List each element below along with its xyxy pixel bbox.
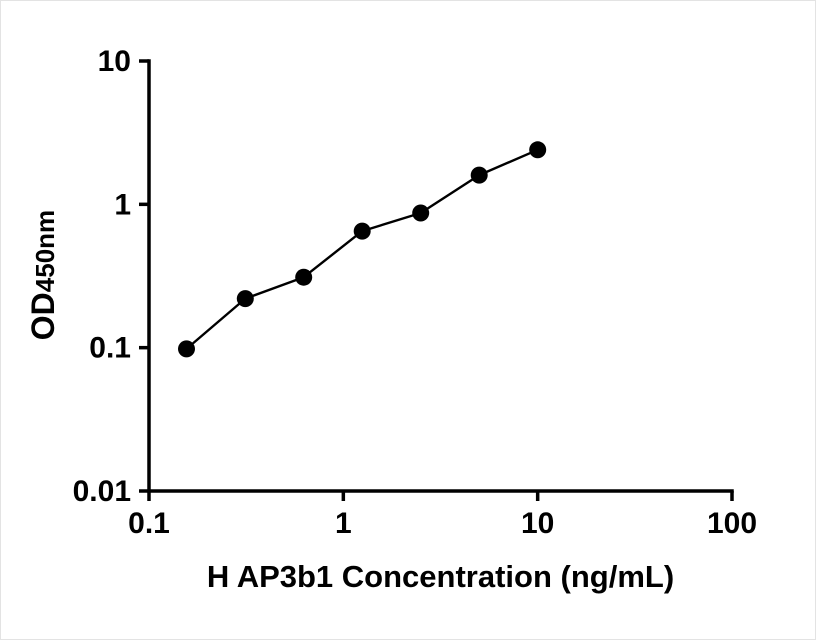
y-axis-title: OD450nm bbox=[21, 60, 65, 490]
x-tick-label: 100 bbox=[707, 507, 757, 540]
x-axis-title: H AP3b1 Concentration (ng/mL) bbox=[206, 559, 675, 594]
y-tick-label: 0.1 bbox=[89, 332, 131, 365]
y-tick-label: 1 bbox=[114, 188, 131, 221]
data-point bbox=[236, 290, 254, 308]
data-point bbox=[470, 166, 488, 184]
axes bbox=[147, 59, 734, 493]
data-point bbox=[353, 222, 371, 240]
y-axis-title-main: OD bbox=[25, 292, 61, 341]
data-point bbox=[529, 141, 547, 159]
y-tick-label: 10 bbox=[98, 45, 131, 78]
x-tick-label: 10 bbox=[521, 507, 554, 540]
data-point bbox=[178, 340, 195, 358]
y-tick-label: 0.01 bbox=[73, 475, 131, 508]
data-point bbox=[412, 204, 430, 222]
y-axis-title-sub: 450nm bbox=[30, 209, 60, 293]
data-point bbox=[295, 268, 313, 286]
x-tick-label: 0.1 bbox=[128, 507, 170, 540]
x-tick-label: 1 bbox=[335, 507, 352, 540]
